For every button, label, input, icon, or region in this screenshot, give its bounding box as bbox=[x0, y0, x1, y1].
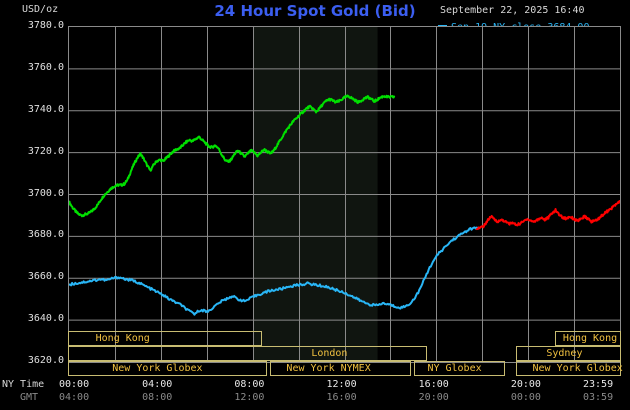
x-tick-gmt-08:00: 08:00 bbox=[142, 392, 173, 403]
chart-title: 24 Hour Spot Gold (Bid) bbox=[214, 2, 416, 20]
session-label-new-york-globex: New York Globex bbox=[112, 363, 203, 374]
session-label-london: London bbox=[311, 348, 348, 359]
series-line-sep-22-last bbox=[69, 94, 396, 218]
x-tick-gmt-00:00: 00:00 bbox=[510, 392, 541, 403]
plot-area bbox=[68, 26, 621, 363]
series-line-sep-19-ny-close bbox=[69, 226, 478, 316]
x-tick-gmt-03:59: 03:59 bbox=[583, 392, 614, 403]
y-tick-label-3780.0: 3780.0 bbox=[27, 20, 64, 31]
session-label-hong-kong: Hong Kong bbox=[95, 333, 150, 344]
session-bar-new-york-globex bbox=[515, 361, 621, 376]
x-tick-ny-12:00: 12:00 bbox=[326, 379, 357, 390]
session-label-new-york-globex: New York Globex bbox=[532, 363, 623, 374]
x-tick-ny-04:00: 04:00 bbox=[142, 379, 173, 390]
y-tick-label-3720.0: 3720.0 bbox=[27, 145, 64, 157]
x-tick-gmt-12:00: 12:00 bbox=[234, 392, 265, 403]
y-tick-label-3660.0: 3660.0 bbox=[27, 271, 64, 283]
x-axis-row2-label: GMT bbox=[20, 392, 39, 403]
series-line-sep-21-sunday bbox=[475, 200, 620, 231]
y-tick-label-3700.0: 3700.0 bbox=[27, 187, 64, 199]
session-label-ny-globex: NY Globex bbox=[427, 363, 482, 374]
y-axis-unit-label: USD/oz bbox=[22, 4, 59, 15]
timestamp-label: September 22, 2025 16:40 bbox=[440, 5, 585, 16]
session-label-sydney: Sydney bbox=[546, 348, 583, 359]
session-label-hong-kong: Hong Kong bbox=[562, 333, 618, 344]
session-bar-london bbox=[68, 346, 428, 361]
session-bar-hong-kong bbox=[68, 331, 262, 346]
y-tick-label-3740.0: 3740.0 bbox=[27, 103, 64, 115]
y-tick-label-3620.0: 3620.0 bbox=[27, 355, 64, 366]
x-tick-ny-08:00: 08:00 bbox=[234, 379, 265, 390]
chart-svg bbox=[69, 27, 620, 362]
session-bar-new-york-globex bbox=[68, 361, 268, 376]
y-tick-label-3680.0: 3680.0 bbox=[27, 229, 64, 241]
session-bar-hong-kong bbox=[554, 331, 621, 346]
x-tick-ny-16:00: 16:00 bbox=[418, 379, 449, 390]
x-tick-ny-00:00: 00:00 bbox=[59, 379, 90, 390]
x-tick-gmt-16:00: 16:00 bbox=[326, 392, 357, 403]
y-tick-label-3640.0: 3640.0 bbox=[27, 313, 64, 325]
session-bar-new-york-nymex bbox=[269, 361, 411, 376]
x-tick-ny-20:00: 20:00 bbox=[510, 379, 541, 390]
session-label-new-york-nymex: New York NYMEX bbox=[286, 363, 371, 374]
x-tick-gmt-20:00: 20:00 bbox=[418, 392, 449, 403]
x-tick-gmt-04:00: 04:00 bbox=[59, 392, 90, 403]
x-tick-ny-23:59: 23:59 bbox=[583, 379, 614, 390]
session-bar-sydney bbox=[515, 346, 621, 361]
x-axis-row1-label: NY Time bbox=[2, 379, 45, 390]
y-tick-label-3760.0: 3760.0 bbox=[27, 61, 64, 73]
session-bar-ny-globex bbox=[413, 361, 505, 376]
